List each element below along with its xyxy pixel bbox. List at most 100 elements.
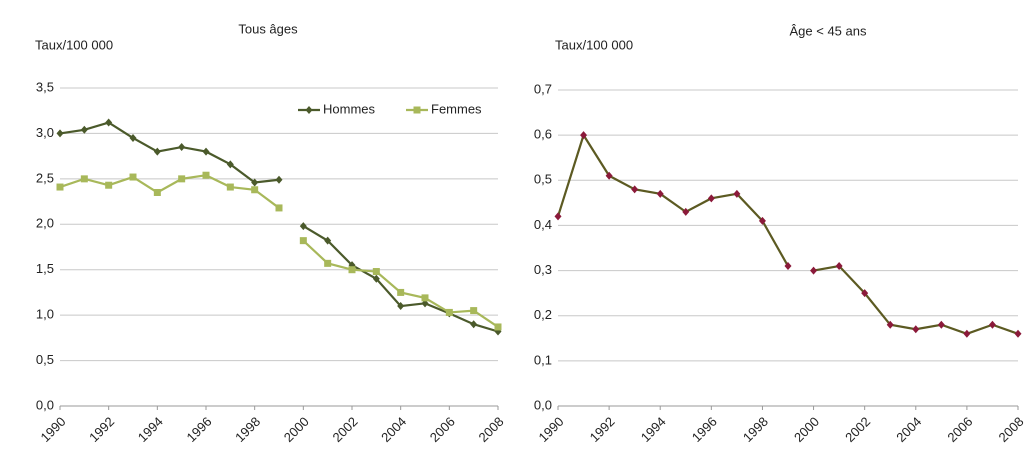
marker xyxy=(1014,329,1022,338)
legend-marker xyxy=(413,106,421,114)
marker xyxy=(988,320,996,329)
marker xyxy=(470,320,478,329)
marker xyxy=(129,173,137,181)
marker xyxy=(275,175,283,184)
y-tick-label: 0,3 xyxy=(534,262,552,277)
y-tick-label: 2,5 xyxy=(36,170,54,185)
marker xyxy=(861,289,869,298)
marker xyxy=(153,188,161,196)
marker xyxy=(682,207,690,216)
y-tick-label: 0,4 xyxy=(534,217,552,232)
x-tick-label: 1996 xyxy=(183,414,214,445)
x-tick-label: 2000 xyxy=(791,414,822,445)
y-tick-label: 0,0 xyxy=(534,397,552,412)
marker xyxy=(299,222,307,231)
marker xyxy=(324,259,332,267)
series-line xyxy=(59,121,499,333)
y-axis-label: Taux/100 000 xyxy=(35,37,113,52)
marker xyxy=(707,194,715,203)
marker xyxy=(202,147,210,156)
legend-label: Hommes xyxy=(323,101,376,116)
marker xyxy=(372,274,380,283)
y-tick-label: 0,7 xyxy=(534,81,552,96)
marker xyxy=(56,183,64,191)
marker xyxy=(80,175,88,183)
x-tick-label: 2002 xyxy=(842,414,873,445)
x-tick-label: 2008 xyxy=(995,414,1026,445)
x-tick-label: 2000 xyxy=(281,414,312,445)
y-tick-label: 0,5 xyxy=(36,352,54,367)
marker xyxy=(494,323,502,331)
marker xyxy=(178,175,186,183)
marker xyxy=(80,125,88,134)
x-tick-label: 2004 xyxy=(893,414,924,445)
y-tick-label: 1,5 xyxy=(36,261,54,276)
x-tick-label: 1996 xyxy=(689,414,720,445)
x-tick-label: 1990 xyxy=(535,414,566,445)
series-line xyxy=(556,132,1019,335)
marker xyxy=(912,325,920,334)
marker xyxy=(656,189,664,198)
x-tick-label: 2006 xyxy=(944,414,975,445)
marker xyxy=(835,262,843,271)
y-tick-label: 3,0 xyxy=(36,125,54,140)
marker xyxy=(178,143,186,152)
x-tick-label: 1998 xyxy=(232,414,263,445)
marker xyxy=(397,288,405,296)
y-tick-label: 0,2 xyxy=(534,307,552,322)
marker xyxy=(810,266,818,275)
marker xyxy=(470,307,478,315)
legend-marker xyxy=(305,106,313,114)
marker xyxy=(56,129,64,138)
y-tick-label: 1,0 xyxy=(36,307,54,322)
y-tick-label: 0,1 xyxy=(534,352,552,367)
x-tick-label: 1994 xyxy=(638,414,669,445)
x-tick-label: 2006 xyxy=(427,414,458,445)
marker xyxy=(963,329,971,338)
y-tick-label: 3,5 xyxy=(36,79,54,94)
marker xyxy=(105,118,113,127)
marker xyxy=(937,320,945,329)
x-tick-label: 2004 xyxy=(378,414,409,445)
marker xyxy=(784,262,792,271)
marker xyxy=(105,181,113,189)
marker xyxy=(554,212,562,221)
x-tick-label: 1994 xyxy=(135,414,166,445)
x-tick-label: 1992 xyxy=(587,414,618,445)
marker xyxy=(758,216,766,225)
marker xyxy=(631,185,639,194)
marker xyxy=(886,320,894,329)
y-tick-label: 0,6 xyxy=(534,127,552,142)
y-tick-label: 2,0 xyxy=(36,216,54,231)
marker xyxy=(733,189,741,198)
marker xyxy=(202,171,210,179)
y-tick-label: 0,0 xyxy=(36,397,54,412)
x-tick-label: 1992 xyxy=(86,414,117,445)
legend-label: Femmes xyxy=(431,101,482,116)
x-tick-label: 2002 xyxy=(329,414,360,445)
marker xyxy=(275,204,283,212)
marker xyxy=(580,131,588,140)
marker xyxy=(226,183,234,191)
marker xyxy=(226,160,234,169)
chart-title: Âge < 45 ans xyxy=(790,23,867,38)
marker xyxy=(421,294,429,302)
marker xyxy=(324,236,332,245)
x-tick-label: 2008 xyxy=(475,414,506,445)
x-tick-label: 1990 xyxy=(37,414,68,445)
x-tick-label: 1998 xyxy=(740,414,771,445)
marker xyxy=(153,147,161,156)
marker xyxy=(605,171,613,180)
series-line xyxy=(59,174,499,328)
y-axis-label: Taux/100 000 xyxy=(555,37,633,52)
chart-title: Tous âges xyxy=(238,21,298,36)
marker xyxy=(251,186,259,194)
marker xyxy=(397,302,405,311)
marker xyxy=(251,178,259,187)
marker xyxy=(348,266,356,274)
marker xyxy=(372,268,380,276)
marker xyxy=(445,308,453,316)
marker xyxy=(129,133,137,142)
y-tick-label: 0,5 xyxy=(534,172,552,187)
